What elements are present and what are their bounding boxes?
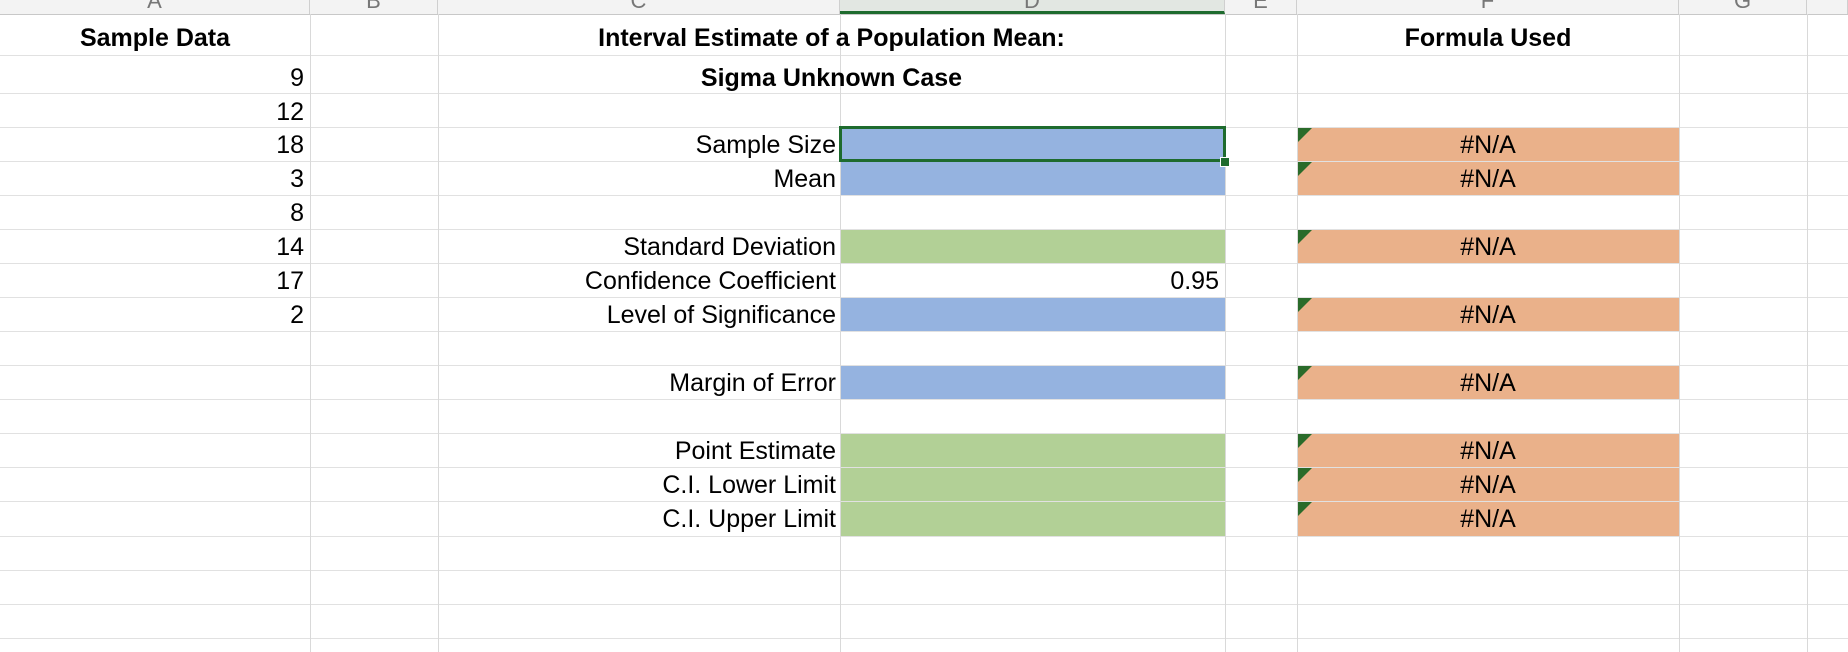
row-line <box>0 93 1848 94</box>
value-confidence-coefficient[interactable]: 0.95 <box>1170 267 1219 295</box>
formula-level-of-significance[interactable]: #N/A <box>1460 301 1516 329</box>
column-header-g[interactable]: G <box>1679 0 1807 14</box>
column-line <box>1807 14 1808 652</box>
label-ci-upper-limit[interactable]: C.I. Upper Limit <box>662 505 836 533</box>
column-letter: B <box>366 0 381 13</box>
formula-fill-significance <box>1298 297 1679 331</box>
std-dev-fill <box>841 229 1225 263</box>
results-fill <box>841 433 1225 536</box>
column-header-b[interactable]: B <box>310 0 438 14</box>
column-letter: F <box>1480 0 1495 13</box>
formula-fill-results <box>1298 433 1679 536</box>
row-line <box>0 331 1848 332</box>
formula-ci-upper-limit[interactable]: #N/A <box>1460 505 1516 533</box>
column-letter: A <box>147 0 162 13</box>
sample-value-cell[interactable]: 18 <box>276 131 304 159</box>
comment-indicator-icon[interactable] <box>1298 298 1312 312</box>
column-header-c[interactable]: C <box>438 0 840 14</box>
formula-fill-margin <box>1298 365 1679 399</box>
formula-point-estimate[interactable]: #N/A <box>1460 437 1516 465</box>
sample-value-cell[interactable]: 14 <box>276 233 304 261</box>
row-line <box>0 297 1848 298</box>
column-letter: E <box>1253 0 1268 13</box>
row-line <box>0 399 1848 400</box>
column-letter: C <box>630 0 647 13</box>
comment-indicator-icon[interactable] <box>1298 128 1312 142</box>
row-line <box>0 55 1848 56</box>
value-ci-upper-limit[interactable] <box>840 502 1225 536</box>
column-line <box>1679 14 1680 652</box>
column-header-d[interactable]: D <box>840 0 1225 14</box>
formula-margin-of-error[interactable]: #N/A <box>1460 369 1516 397</box>
sample-size-input-fill <box>841 127 1225 161</box>
column-line <box>1225 14 1226 652</box>
sheet-title[interactable]: Interval Estimate of a Population Mean: <box>598 24 1065 52</box>
column-line <box>1297 14 1298 652</box>
sample-value-cell[interactable]: 17 <box>276 267 304 295</box>
column-line <box>438 14 439 652</box>
sample-value-cell[interactable]: 12 <box>276 98 304 126</box>
column-header-h[interactable] <box>1807 0 1848 14</box>
active-cell-selection[interactable] <box>839 126 1226 162</box>
value-standard-deviation[interactable] <box>840 230 1225 264</box>
sample-data-header[interactable]: Sample Data <box>79 24 231 52</box>
label-standard-deviation[interactable]: Standard Deviation <box>623 233 836 261</box>
comment-indicator-icon[interactable] <box>1298 162 1312 176</box>
label-level-of-significance[interactable]: Level of Significance <box>606 301 836 329</box>
sample-value-cell[interactable]: 2 <box>290 301 304 329</box>
label-confidence-coefficient[interactable]: Confidence Coefficient <box>584 267 836 295</box>
sample-value-cell[interactable]: 8 <box>290 199 304 227</box>
column-header-bar: A B C D E F G <box>0 0 1848 15</box>
significance-fill <box>841 297 1225 331</box>
comment-indicator-icon[interactable] <box>1298 434 1312 448</box>
row-line <box>0 365 1848 366</box>
formula-fill-stddev <box>1298 229 1679 263</box>
column-line <box>310 14 311 652</box>
sheet-subtitle[interactable]: Sigma Unknown Case <box>700 64 963 92</box>
comment-indicator-icon[interactable] <box>1298 502 1312 516</box>
row-line <box>0 229 1848 230</box>
row-line <box>0 604 1848 605</box>
label-sample-size[interactable]: Sample Size <box>695 131 836 159</box>
sample-value-cell[interactable]: 3 <box>290 165 304 193</box>
fill-handle[interactable] <box>1220 157 1230 167</box>
column-header-a[interactable]: A <box>0 0 310 14</box>
value-level-of-significance[interactable] <box>840 298 1225 332</box>
formula-standard-deviation[interactable]: #N/A <box>1460 233 1516 261</box>
column-letter: G <box>1733 0 1752 13</box>
label-margin-of-error[interactable]: Margin of Error <box>669 369 836 397</box>
value-ci-lower-limit[interactable] <box>840 468 1225 502</box>
comment-indicator-icon[interactable] <box>1298 468 1312 482</box>
row-line <box>0 467 1848 468</box>
label-ci-lower-limit[interactable]: C.I. Lower Limit <box>662 471 836 499</box>
column-line <box>840 14 841 652</box>
row-line <box>0 570 1848 571</box>
margin-of-error-fill <box>841 365 1225 399</box>
row-line <box>0 638 1848 639</box>
comment-indicator-icon[interactable] <box>1298 366 1312 380</box>
formula-mean[interactable]: #N/A <box>1460 165 1516 193</box>
column-header-f[interactable]: F <box>1297 0 1679 14</box>
row-line <box>0 433 1848 434</box>
row-line <box>0 195 1848 196</box>
value-mean[interactable] <box>840 162 1225 196</box>
formula-confidence-coefficient[interactable] <box>1297 264 1679 298</box>
sample-value-cell[interactable]: 9 <box>290 64 304 92</box>
formula-sample-size[interactable]: #N/A <box>1460 131 1516 159</box>
column-letter: D <box>1024 0 1040 13</box>
row-line <box>0 536 1848 537</box>
row-line <box>0 501 1848 502</box>
value-margin-of-error[interactable] <box>840 366 1225 400</box>
formula-used-header[interactable]: Formula Used <box>1404 24 1572 52</box>
mean-input-fill <box>841 161 1225 195</box>
comment-indicator-icon[interactable] <box>1298 230 1312 244</box>
formula-ci-lower-limit[interactable]: #N/A <box>1460 471 1516 499</box>
label-point-estimate[interactable]: Point Estimate <box>674 437 836 465</box>
label-mean[interactable]: Mean <box>773 165 836 193</box>
row-line <box>0 263 1848 264</box>
value-point-estimate[interactable] <box>840 434 1225 468</box>
column-header-e[interactable]: E <box>1225 0 1297 14</box>
